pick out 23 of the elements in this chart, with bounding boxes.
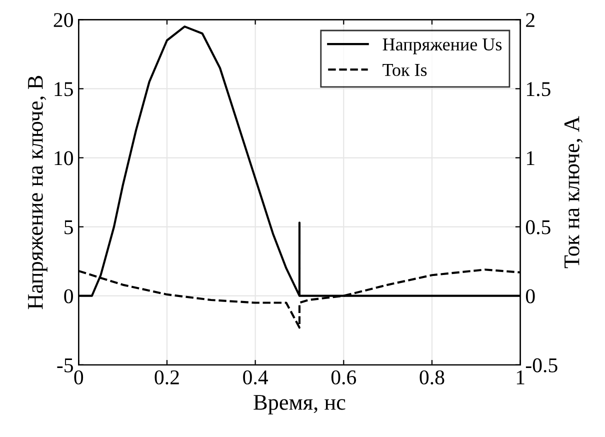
x-axis-title: Время, нс [254,395,346,414]
legend-label: Ток Is [382,64,427,76]
y-tick-label: 5 [64,220,73,234]
y2-tick-label: 1 [526,151,534,165]
y2-tick-label: 2 [526,13,534,27]
y2-tick-label: 0 [526,289,535,304]
x-tick-label: 0.8 [420,370,444,385]
legend-label: Напряжение Us [382,38,502,54]
y-tick-label: -5 [57,358,73,372]
y-tick-label: 20 [54,13,73,28]
y2-tick-label: 1.5 [526,82,550,96]
y2-tick-label: -0.5 [526,358,558,372]
y2-tick-label: 0.5 [526,220,550,234]
y-tick-label: 15 [54,82,73,96]
y-tick-label: 10 [54,151,73,166]
y-axis-title: Напряжение на ключе, В [28,76,48,310]
x-tick-label: 0.2 [154,370,179,385]
y2-axis-title: Ток на ключе, А [564,116,583,268]
y-tick-label: 0 [64,289,73,304]
x-tick-label: 0.6 [331,370,356,385]
x-tick-label: 0 [74,370,84,384]
x-tick-label: 0.4 [243,370,268,385]
x-tick-label: 1 [516,370,524,384]
